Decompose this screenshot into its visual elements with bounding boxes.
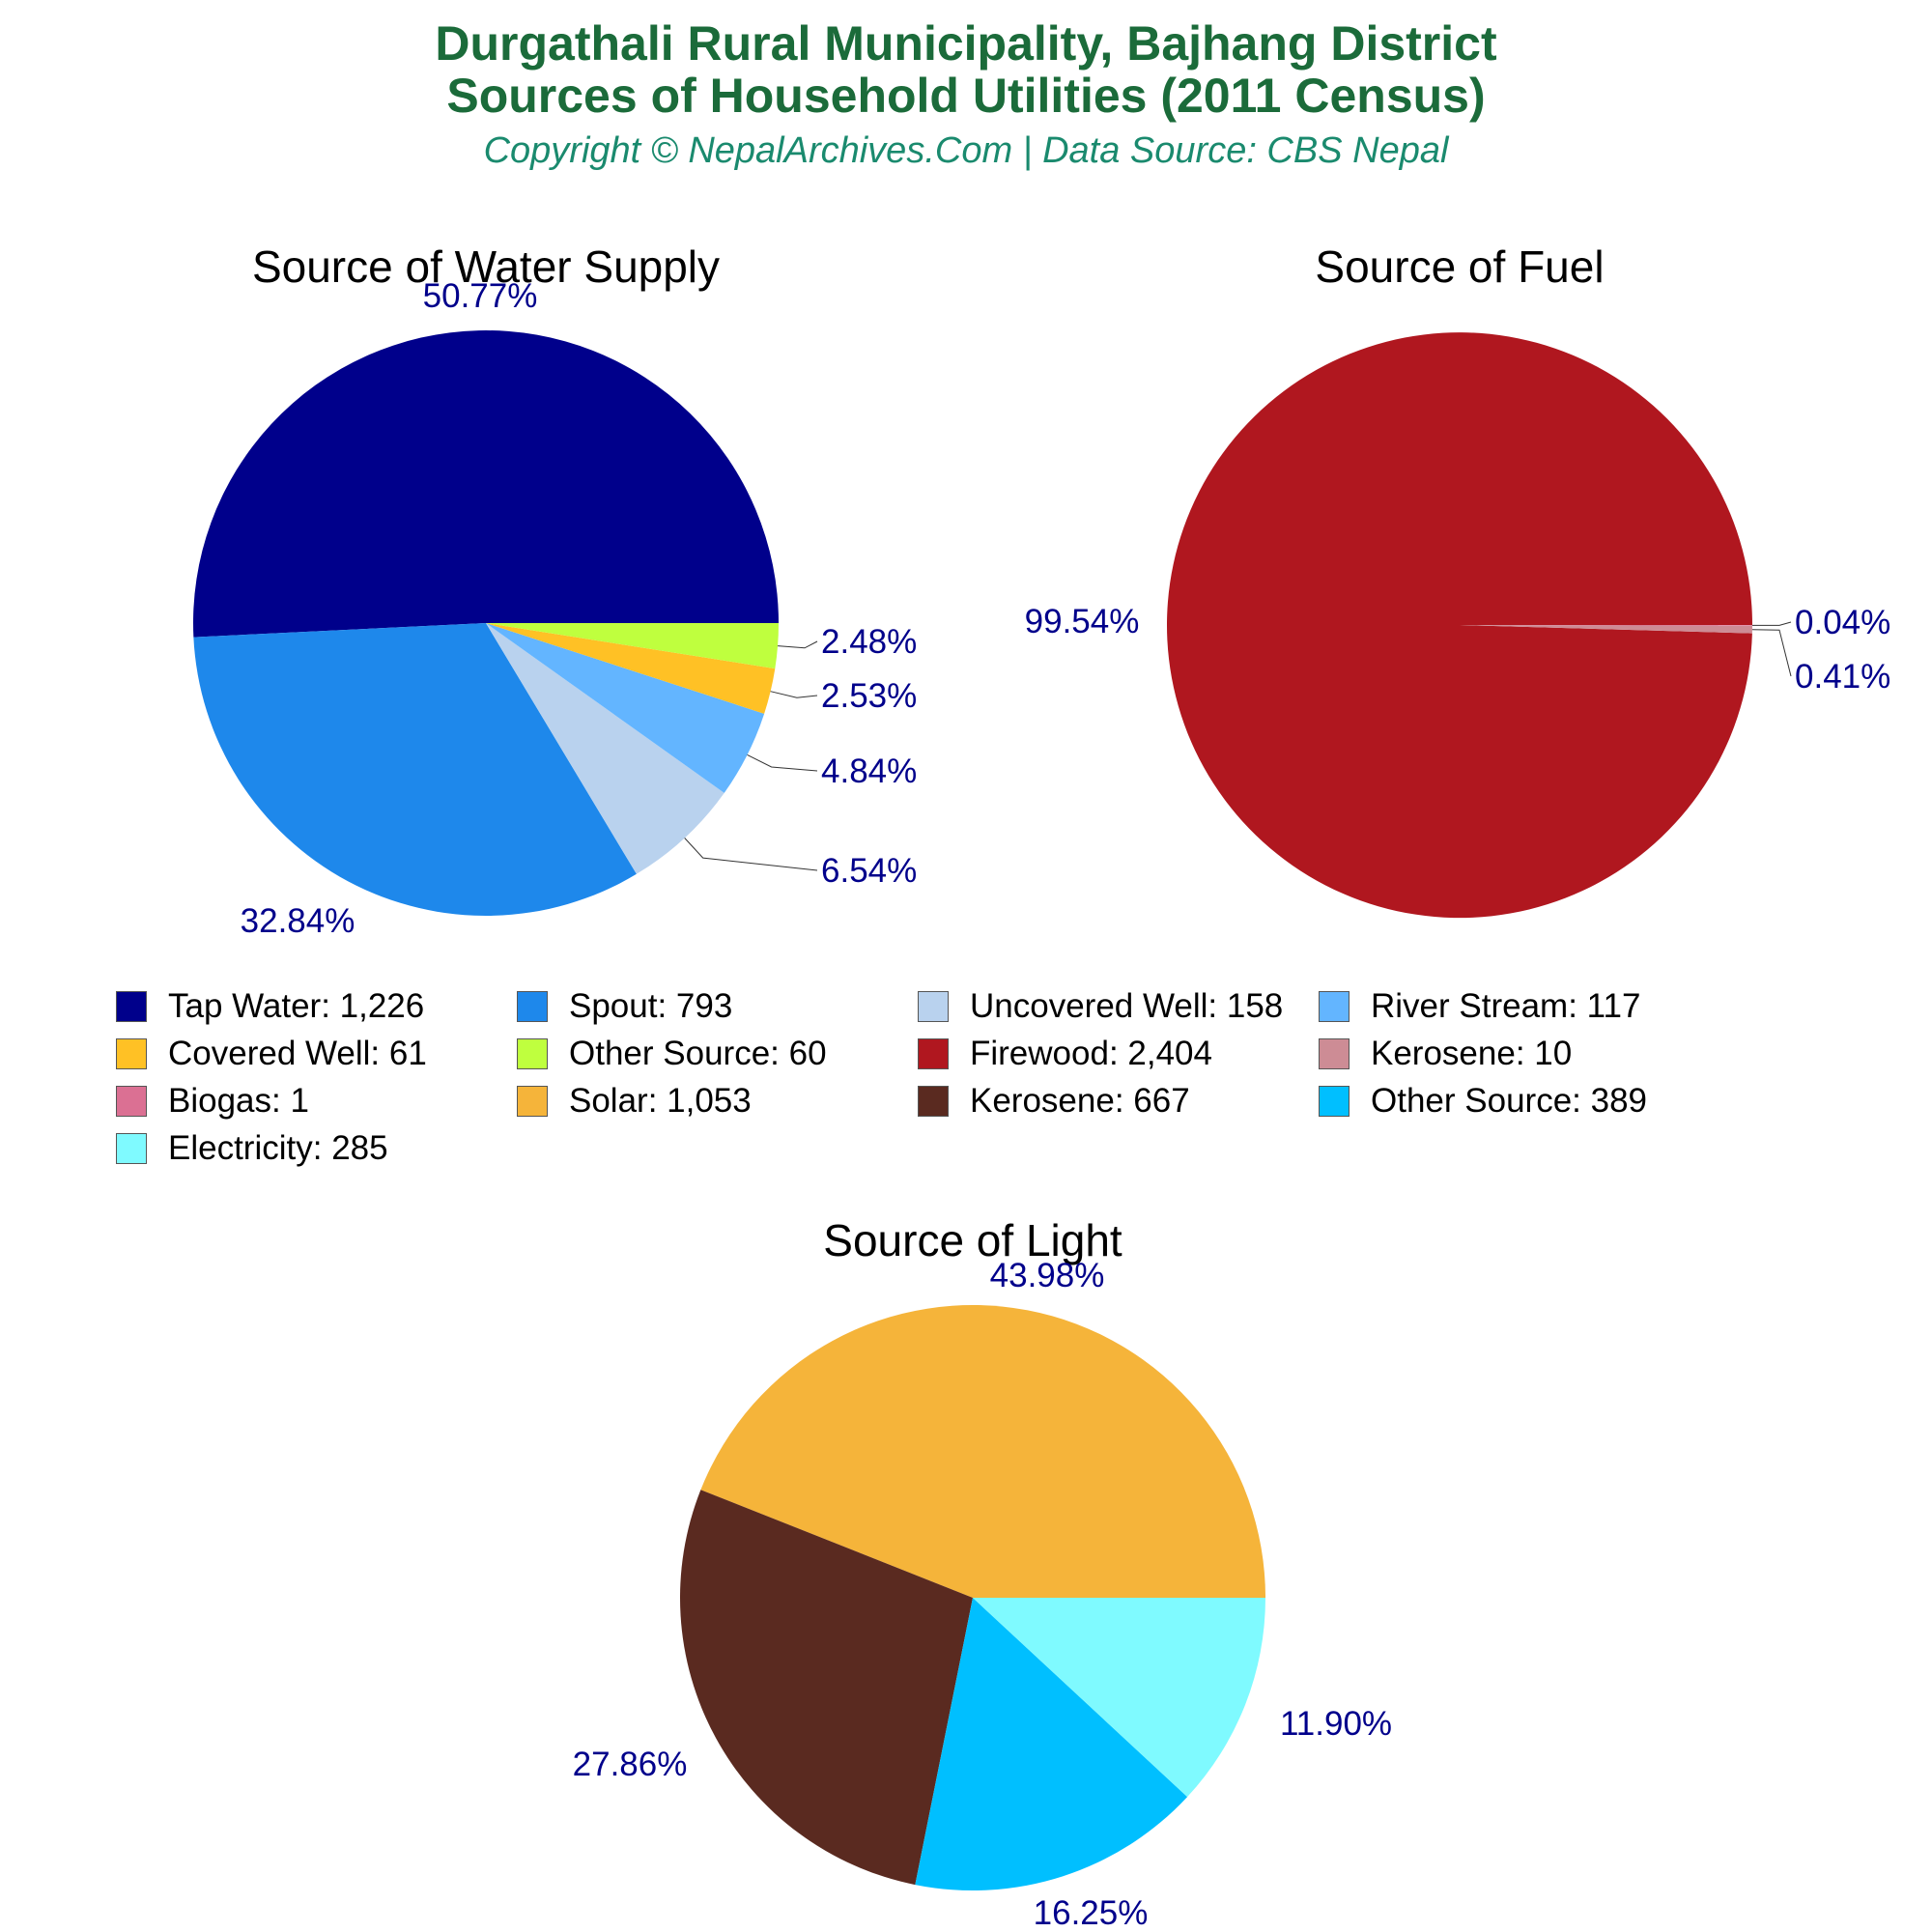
pie-slice-fuel-kerosene [1460, 625, 1752, 634]
legend-swatch [116, 1038, 147, 1069]
legend-item-solar-1-053: Solar: 1,053 [517, 1080, 752, 1122]
legend-swatch [517, 991, 548, 1022]
legend-item-firewood-2-404: Firewood: 2,404 [918, 1033, 1212, 1075]
chart-title-line2: Sources of Household Utilities (2011 Cen… [446, 69, 1486, 123]
legend-swatch [1319, 1086, 1350, 1117]
legend-item-other-source-60: Other Source: 60 [517, 1033, 827, 1075]
pie-label-water-tap-water: 50.77% [423, 277, 538, 315]
legend-item-spout-793: Spout: 793 [517, 985, 732, 1028]
legend-item-tap-water-1-226: Tap Water: 1,226 [116, 985, 424, 1028]
legend-item-other-source-389: Other Source: 389 [1319, 1080, 1647, 1122]
legend-swatch [517, 1086, 548, 1117]
legend-swatch [918, 1086, 949, 1117]
legend-label: Spout: 793 [569, 987, 733, 1025]
legend-item-uncovered-well-158: Uncovered Well: 158 [918, 985, 1283, 1028]
pie-title-light: Source of Light [823, 1215, 1122, 1265]
legend-swatch [116, 1086, 147, 1117]
pie-slice-water-covered-well [486, 623, 776, 714]
chart-title-line1: Durgathali Rural Municipality, Bajhang D… [435, 16, 1497, 71]
pie-label-water-uncovered-well: 6.54% [821, 852, 917, 890]
legend-item-covered-well-61: Covered Well: 61 [116, 1033, 427, 1075]
legend-swatch [116, 991, 147, 1022]
pie-label-water-river-stream: 4.84% [821, 753, 917, 790]
legend-label: Firewood: 2,404 [970, 1035, 1212, 1072]
legend-label: Uncovered Well: 158 [970, 987, 1284, 1025]
legend-label: Kerosene: 10 [1371, 1035, 1573, 1072]
pie-label-water-other-source: 2.48% [821, 623, 917, 661]
legend-swatch [918, 991, 949, 1022]
pie-label-light-kerosene: 27.86% [573, 1746, 688, 1783]
leader-line-water-uncovered-well [684, 838, 818, 871]
legend-item-kerosene-667: Kerosene: 667 [918, 1080, 1190, 1122]
legend-label: Solar: 1,053 [569, 1082, 752, 1120]
pie-label-water-covered-well: 2.53% [821, 677, 917, 715]
legend-label: River Stream: 117 [1371, 987, 1641, 1025]
pie-slice-water-tap-water [193, 330, 779, 638]
pie-label-light-solar: 43.98% [990, 1257, 1105, 1294]
pie-slice-water-spout [193, 623, 637, 917]
leader-line-water-river-stream [747, 753, 818, 772]
pie-title-fuel: Source of Fuel [1315, 242, 1604, 292]
legend-label: Covered Well: 61 [168, 1035, 427, 1072]
pie-label-light-electricity: 11.90% [1280, 1705, 1392, 1743]
pie-slice-water-other-source [486, 623, 779, 669]
legend-item-river-stream-117: River Stream: 117 [1319, 985, 1640, 1028]
legend-swatch [1319, 1038, 1350, 1069]
legend-label: Electricity: 285 [168, 1129, 388, 1167]
legend-item-biogas-1: Biogas: 1 [116, 1080, 309, 1122]
pie-label-light-other-source: 16.25% [1034, 1894, 1149, 1932]
legend-item-kerosene-10: Kerosene: 10 [1319, 1033, 1572, 1075]
leader-line-fuel-biogas [1752, 621, 1792, 626]
leader-line-fuel-kerosene [1751, 629, 1792, 677]
pie-slice-fuel-firewood [1167, 332, 1752, 919]
pie-slice-light-solar [700, 1304, 1265, 1598]
legend-label: Tap Water: 1,226 [168, 987, 425, 1025]
pie-slice-water-uncovered-well [486, 623, 724, 874]
legend-swatch [116, 1133, 147, 1164]
pie-slice-water-river-stream [486, 623, 765, 793]
legend-label: Kerosene: 667 [970, 1082, 1190, 1120]
leader-line-water-other-source [778, 640, 818, 649]
pie-slice-light-kerosene [679, 1490, 973, 1886]
legend-label: Biogas: 1 [168, 1082, 309, 1120]
pie-label-fuel-kerosene: 0.41% [1795, 658, 1890, 696]
pie-label-fuel-firewood: 99.54% [1025, 603, 1140, 640]
legend-item-electricity-285: Electricity: 285 [116, 1127, 388, 1170]
leader-line-water-covered-well [770, 691, 818, 698]
pie-slice-light-other-source [915, 1598, 1188, 1890]
chart-subtitle: Copyright © NepalArchives.Com | Data Sou… [483, 130, 1449, 171]
pie-slice-fuel-biogas [1460, 625, 1753, 626]
legend-swatch [1319, 991, 1350, 1022]
legend-swatch [918, 1038, 949, 1069]
pie-slice-light-electricity [973, 1598, 1265, 1798]
legend-label: Other Source: 389 [1371, 1082, 1647, 1120]
legend-label: Other Source: 60 [569, 1035, 827, 1072]
legend-swatch [517, 1038, 548, 1069]
legend: Tap Water: 1,226 Spout: 793 Uncovered Well… [116, 985, 1855, 1169]
pie-chart-fuel: Source of Fuel 99.54% 0.41% 0.04% [1025, 242, 1890, 919]
pie-label-fuel-biogas: 0.04% [1795, 604, 1890, 641]
pie-label-water-spout: 32.84% [241, 902, 355, 940]
pie-title-water: Source of Water Supply [252, 242, 720, 292]
